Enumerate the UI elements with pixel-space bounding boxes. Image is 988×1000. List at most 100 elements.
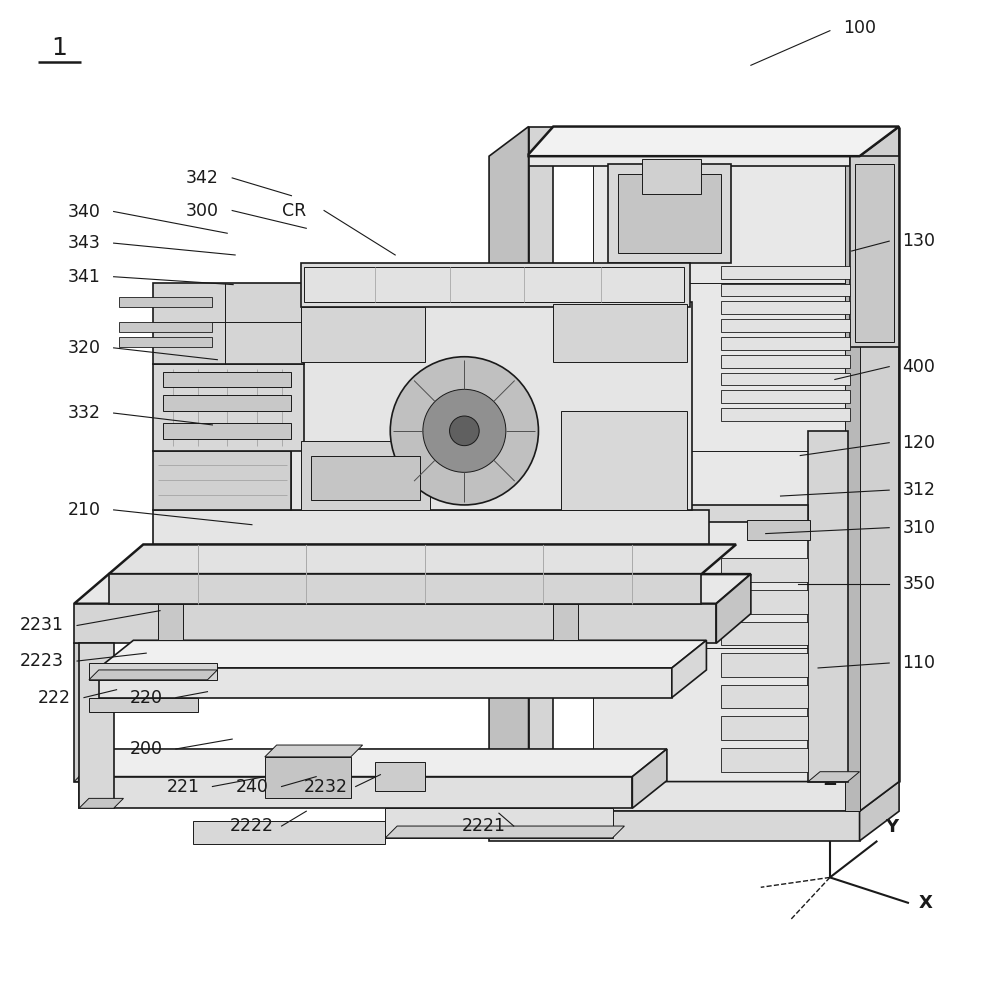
Circle shape [450,416,479,446]
Polygon shape [74,772,114,782]
Polygon shape [79,798,124,808]
Circle shape [423,389,506,472]
Text: 320: 320 [67,339,101,357]
Polygon shape [265,757,351,798]
Polygon shape [529,127,899,156]
Polygon shape [642,159,701,194]
Polygon shape [79,777,632,808]
Polygon shape [808,431,848,782]
Polygon shape [850,156,899,347]
Polygon shape [74,643,104,782]
Polygon shape [301,307,425,362]
Ellipse shape [441,504,458,524]
Text: 100: 100 [843,19,876,37]
Polygon shape [632,749,667,808]
Polygon shape [79,749,667,777]
Polygon shape [593,144,889,782]
Polygon shape [721,653,808,677]
Text: 2223: 2223 [20,652,63,670]
Polygon shape [450,505,808,522]
Text: 312: 312 [902,481,936,499]
Text: 2231: 2231 [20,616,63,634]
Polygon shape [721,319,850,332]
Text: 2221: 2221 [462,817,506,835]
Polygon shape [747,520,810,540]
Polygon shape [193,821,385,844]
Polygon shape [721,284,850,296]
Text: 342: 342 [186,169,219,187]
Text: 332: 332 [67,404,101,422]
Polygon shape [89,663,217,680]
Text: 110: 110 [902,654,936,672]
Polygon shape [385,808,613,838]
Polygon shape [553,604,578,640]
Polygon shape [153,364,304,451]
Polygon shape [74,574,751,604]
Text: 2222: 2222 [230,817,274,835]
Polygon shape [721,355,850,368]
Text: 200: 200 [129,740,163,758]
Polygon shape [860,782,899,841]
Polygon shape [553,304,687,362]
Polygon shape [716,574,751,643]
Polygon shape [618,174,721,253]
Text: 350: 350 [902,575,936,593]
Text: 221: 221 [166,778,200,796]
Polygon shape [89,670,217,680]
Polygon shape [99,640,706,668]
Polygon shape [119,322,212,332]
Polygon shape [304,267,684,302]
Text: 220: 220 [129,689,163,707]
Polygon shape [721,266,850,279]
Text: CR: CR [283,202,306,220]
Text: 120: 120 [902,434,936,452]
Text: Y: Y [885,818,898,836]
Text: 130: 130 [902,232,936,250]
Polygon shape [721,622,808,645]
Polygon shape [489,782,899,811]
Text: 400: 400 [902,358,936,376]
Text: 340: 340 [67,203,101,221]
Polygon shape [721,301,850,314]
Text: 210: 210 [67,501,101,519]
Polygon shape [721,716,808,740]
Text: 240: 240 [235,778,269,796]
Text: Z: Z [823,771,837,789]
Polygon shape [291,302,692,510]
Polygon shape [385,826,624,838]
Polygon shape [163,423,291,439]
Polygon shape [608,164,731,263]
Circle shape [390,357,538,505]
Polygon shape [163,395,291,411]
Polygon shape [721,337,850,350]
Text: 310: 310 [902,519,936,537]
Polygon shape [119,297,212,307]
Text: 1: 1 [51,36,67,60]
Polygon shape [855,164,894,342]
Polygon shape [845,156,860,811]
Polygon shape [99,668,672,698]
Polygon shape [860,127,899,811]
Polygon shape [119,337,212,347]
Polygon shape [109,574,701,604]
Polygon shape [721,685,808,708]
Polygon shape [489,811,860,841]
Text: 222: 222 [38,689,71,707]
Polygon shape [672,640,706,698]
Polygon shape [721,748,808,772]
Polygon shape [311,456,420,500]
Polygon shape [561,411,687,510]
Polygon shape [265,745,363,757]
Polygon shape [529,154,850,166]
Polygon shape [74,604,716,643]
Polygon shape [721,390,850,403]
Polygon shape [301,441,430,510]
Polygon shape [153,283,304,364]
Polygon shape [489,127,529,811]
Text: 300: 300 [186,202,219,220]
Polygon shape [79,643,114,808]
Polygon shape [808,772,860,782]
Text: X: X [919,894,933,912]
Polygon shape [163,372,291,387]
Text: 341: 341 [67,268,101,286]
